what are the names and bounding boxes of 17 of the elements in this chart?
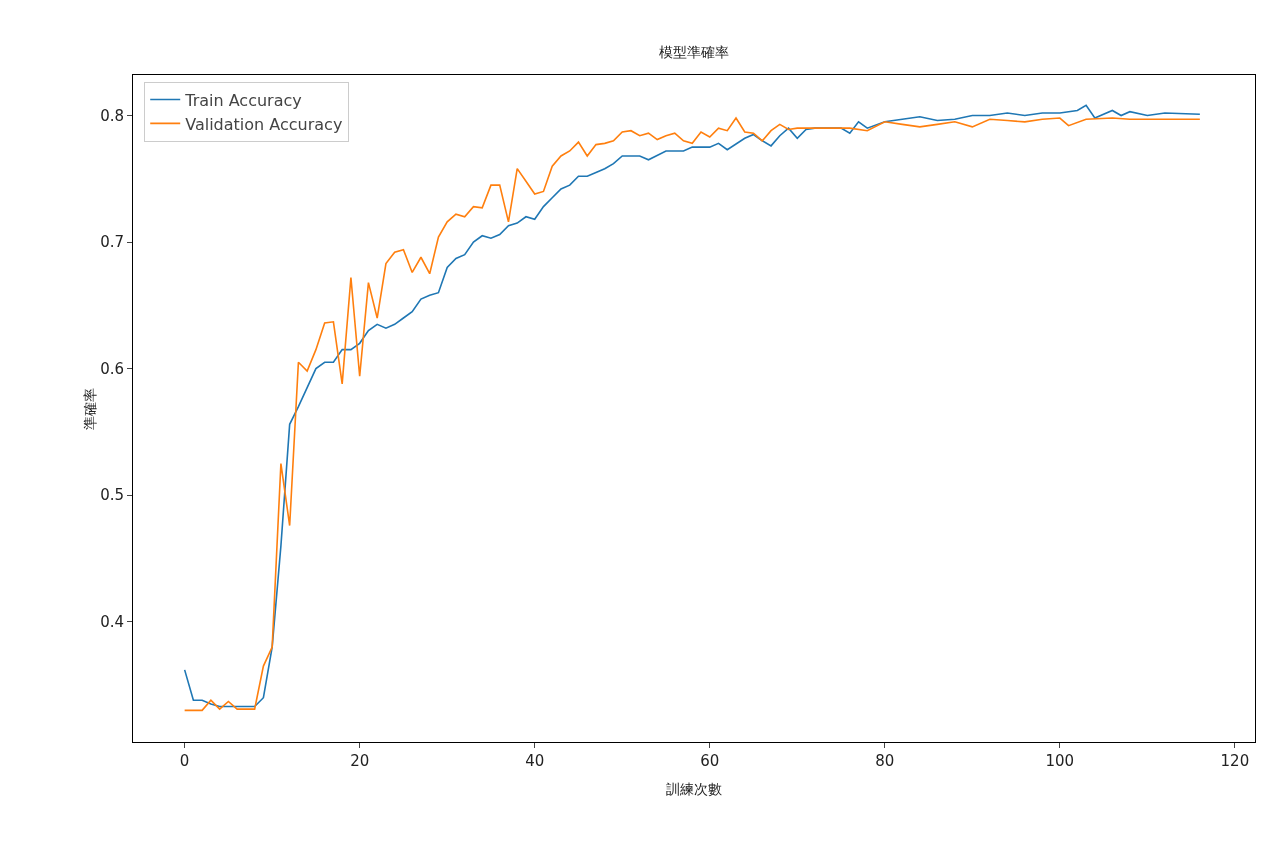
y-tick-label: 0.5 xyxy=(100,486,124,505)
x-tick-label: 40 xyxy=(525,752,545,770)
x-tick-label: 20 xyxy=(350,752,370,770)
legend-label: Train Accuracy xyxy=(184,90,302,110)
y-tick-label: 0.6 xyxy=(100,359,124,378)
x-tick-label: 120 xyxy=(1220,752,1250,770)
x-tick-label: 0 xyxy=(179,752,190,770)
y-axis-title: 準確率 xyxy=(82,387,98,430)
x-tick-label: 60 xyxy=(700,752,720,770)
chart-title: 模型準確率 xyxy=(658,43,729,60)
y-tick-label: 0.8 xyxy=(100,106,124,125)
y-tick-label: 0.4 xyxy=(100,613,124,632)
legend-label: Validation Accuracy xyxy=(185,114,343,134)
x-axis-title: 訓練次數 xyxy=(666,781,722,797)
x-tick-label: 100 xyxy=(1045,752,1075,770)
y-tick-label: 0.7 xyxy=(100,233,124,252)
x-tick-label: 80 xyxy=(875,752,895,770)
